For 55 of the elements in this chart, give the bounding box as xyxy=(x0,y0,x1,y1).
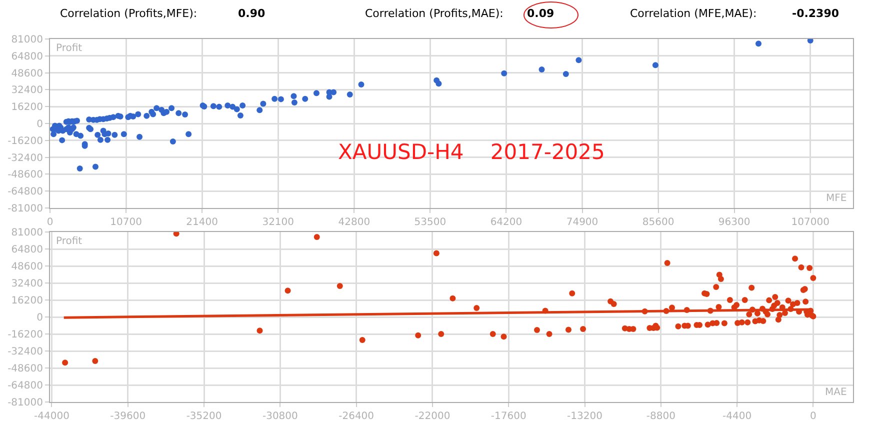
x-tick-label: -22000 xyxy=(414,411,450,422)
x-tick-label: 10700 xyxy=(110,217,142,228)
x-tick-label: -8800 xyxy=(646,411,676,422)
y-tick-label: -32400 xyxy=(8,346,43,358)
y-tick-label: -32400 xyxy=(8,152,43,164)
x-tick-label: -17600 xyxy=(490,411,526,422)
x-tick-label: -4400 xyxy=(722,411,752,422)
y-tick-label: 81000 xyxy=(11,34,43,46)
x-tick-label: 74900 xyxy=(566,217,598,228)
y-tick-label: 48600 xyxy=(11,262,43,272)
x-tick-label: 0 xyxy=(46,217,54,228)
y-tick-label: 16200 xyxy=(11,102,43,114)
y-tick-label: -81000 xyxy=(8,204,43,214)
x-tick-label: 53500 xyxy=(414,217,446,228)
y-tick-label: -16200 xyxy=(8,136,43,147)
x-tick-label: -26400 xyxy=(338,411,374,422)
x-axis-title: MAE xyxy=(825,387,847,398)
y-tick-label: 32400 xyxy=(11,85,43,96)
x-axis-title: MFE xyxy=(826,193,847,204)
y-tick-label: 0 xyxy=(36,119,43,130)
text: 0.90 xyxy=(238,7,266,20)
text: Correlation (Profits,MFE): xyxy=(60,7,198,20)
x-tick-label: 85600 xyxy=(642,217,674,228)
y-axis-title: Profit xyxy=(56,43,82,54)
text: Correlation (MFE,MAE): xyxy=(630,7,757,20)
x-tick-label: 0 xyxy=(810,411,816,422)
text: Correlation (Profits,MAE): xyxy=(365,7,504,20)
x-tick-label: 64200 xyxy=(490,217,522,228)
y-tick-label: -64800 xyxy=(8,380,43,392)
x-tick-label: 32100 xyxy=(262,217,294,228)
y-tick-label: 32400 xyxy=(11,278,43,290)
y-axis-title: Profit xyxy=(56,236,82,247)
x-tick-label: 107000 xyxy=(791,217,830,228)
y-tick-label: -48600 xyxy=(8,364,43,374)
y-tick-label: 81000 xyxy=(11,228,43,238)
y-tick-label: -81000 xyxy=(8,398,43,408)
x-tick-label: -35200 xyxy=(186,411,222,422)
y-tick-label: -64800 xyxy=(8,186,43,198)
x-tick-label: 42800 xyxy=(338,217,370,228)
x-tick-label: -13200 xyxy=(567,411,602,422)
x-tick-label: 21400 xyxy=(186,217,218,228)
y-tick-label: 64800 xyxy=(11,244,43,256)
annotation: XAUUSD-H4 2017-2025 xyxy=(338,140,605,164)
y-tick-label: 48600 xyxy=(11,68,43,80)
y-tick-label: 16200 xyxy=(11,296,43,306)
y-tick-label: 64800 xyxy=(11,51,43,62)
x-tick-label: -30800 xyxy=(262,411,298,422)
x-tick-label: 96300 xyxy=(718,217,750,228)
x-tick-label: -44000 xyxy=(34,411,70,422)
text: -0.2390 xyxy=(792,7,840,20)
text: 0.09 xyxy=(527,7,554,20)
x-tick-label: -39600 xyxy=(110,411,146,422)
y-tick-label: -48600 xyxy=(8,170,43,181)
y-tick-label: 0 xyxy=(36,312,43,324)
y-tick-label: -16200 xyxy=(8,330,43,340)
